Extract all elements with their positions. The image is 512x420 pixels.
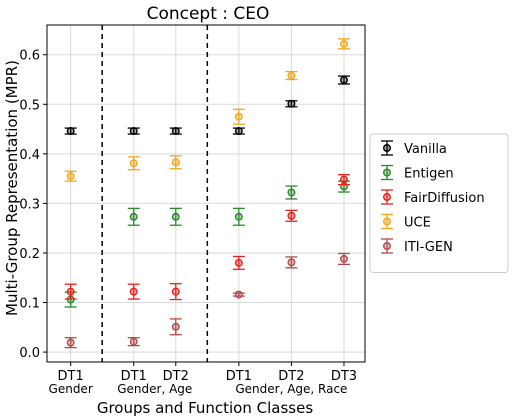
data-point (129, 287, 138, 296)
data-series (64, 38, 350, 349)
data-point (234, 212, 243, 221)
legend-box (369, 133, 509, 273)
legend-label: Vanilla (404, 142, 447, 157)
group-label: Gender, Age (117, 382, 192, 396)
legend-item: UCE (381, 213, 431, 231)
data-point (234, 112, 243, 121)
data-point (339, 76, 348, 85)
series-vanilla (64, 75, 350, 136)
legend-marker (383, 192, 392, 201)
data-point (339, 254, 348, 263)
y-tick-label: 0.3 (19, 197, 40, 212)
data-point (287, 188, 296, 197)
legend-marker (383, 241, 392, 250)
data-point (234, 258, 243, 267)
grid-lines (47, 25, 365, 362)
x-axis-label: Groups and Function Classes (97, 399, 313, 417)
series-fairdiffusion (64, 174, 350, 301)
data-point (287, 258, 296, 267)
y-ticks: 0.0 0.1 0.2 0.3 0.4 0.5 0.6 (19, 49, 47, 361)
y-tick-label: 0.4 (19, 148, 40, 163)
data-point (339, 175, 348, 184)
group-label: Gender (49, 382, 93, 396)
data-point (129, 212, 138, 221)
legend-marker (383, 217, 392, 226)
data-point (171, 287, 180, 296)
data-point (66, 287, 75, 296)
data-point (171, 322, 180, 331)
x-tick-label: DT2 (163, 369, 189, 384)
legend-label: UCE (404, 216, 431, 231)
y-tick-label: 0.0 (19, 346, 40, 361)
legend-marker (383, 168, 392, 177)
legend-marker (383, 143, 392, 152)
data-point (129, 337, 138, 346)
y-tick-label: 0.1 (19, 297, 40, 312)
data-point (129, 159, 138, 168)
legend-label: ITI-GEN (404, 240, 453, 255)
data-point (129, 127, 138, 136)
data-point (171, 212, 180, 221)
data-point (287, 211, 296, 220)
chart-title: Concept : CEO (147, 4, 270, 24)
x-tick-label: DT1 (58, 369, 84, 384)
plot-frame (46, 24, 366, 363)
group-labels: Gender Gender, Age Gender, Age, Race (49, 382, 348, 396)
legend-item: FairDiffusion (381, 189, 485, 206)
data-point (171, 127, 180, 136)
x-tick-label: DT2 (278, 369, 304, 384)
x-tick-label: DT1 (121, 369, 147, 384)
x-ticks: DT1 DT1 DT2 DT1 DT2 DT3 (58, 362, 357, 384)
legend-item: ITI-GEN (381, 238, 453, 255)
series-uce (64, 38, 350, 182)
y-axis-label: Multi-Group Representation (MPR) (3, 60, 21, 316)
legend-label: Entigen (404, 167, 454, 182)
data-point (287, 99, 296, 108)
group-separators (101, 25, 209, 362)
legend-item: Entigen (381, 164, 454, 182)
series-iti-gen (64, 252, 350, 349)
data-point (234, 127, 243, 136)
y-tick-label: 0.2 (19, 247, 40, 262)
y-tick-label: 0.5 (19, 98, 40, 113)
y-tick-label: 0.6 (19, 49, 40, 64)
legend-label: FairDiffusion (404, 191, 485, 206)
data-point (234, 290, 243, 299)
data-point (66, 127, 75, 136)
legend-item: Vanilla (381, 140, 447, 157)
legend: Vanilla Entigen FairDiffusion UCE ITI-GEN (369, 133, 509, 273)
data-point (171, 158, 180, 167)
data-point (66, 172, 75, 181)
group-label: Gender, Age, Race (235, 382, 347, 396)
data-point (287, 71, 296, 80)
data-point (66, 338, 75, 347)
data-point (339, 39, 348, 48)
x-tick-label: DT1 (226, 369, 252, 384)
x-tick-label: DT3 (331, 369, 357, 384)
